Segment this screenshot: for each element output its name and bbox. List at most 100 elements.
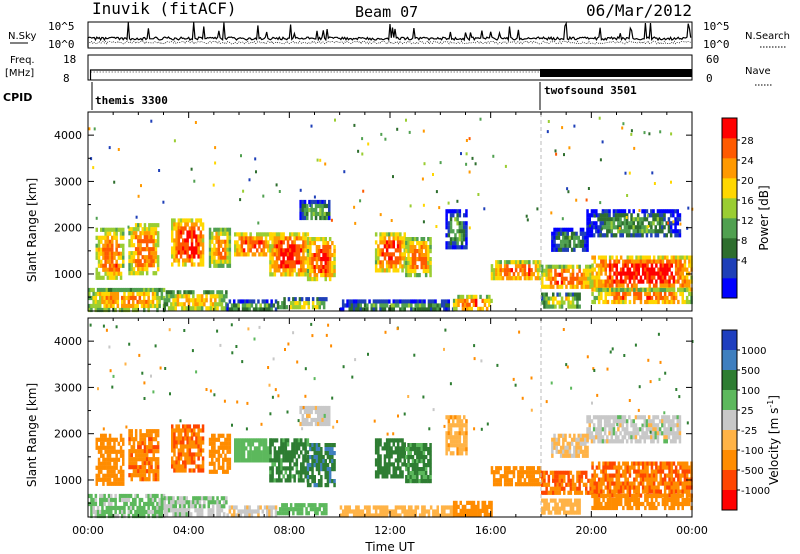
power-echo-cell xyxy=(117,267,121,272)
velocity-echo-cell xyxy=(458,431,462,436)
power-echo-cell xyxy=(385,268,389,273)
power-echo-cell xyxy=(585,276,588,281)
velocity-echo-cell xyxy=(174,504,177,509)
velocity-echo-cell xyxy=(150,429,153,434)
power-echo-cell xyxy=(263,299,267,304)
velocity-echo-cell xyxy=(322,463,325,468)
velocity-echo-cell xyxy=(274,509,278,514)
power-echo-cell xyxy=(617,259,621,264)
velocity-echo-cell xyxy=(103,509,106,515)
power-echo-cell xyxy=(251,244,255,249)
power-echo-cell xyxy=(617,291,621,297)
velocity-echo-cell xyxy=(201,424,205,429)
velocity-echo-cell xyxy=(199,448,203,453)
velocity-echo-cell xyxy=(130,473,133,478)
power-scatter-cell xyxy=(330,218,333,222)
velocity-echo-cell xyxy=(182,444,185,449)
power-echo-cell xyxy=(127,287,131,293)
power-echo-cell xyxy=(374,248,378,253)
velocity-echo-cell xyxy=(319,413,322,419)
power-echo-cell xyxy=(134,247,138,252)
velocity-echo-cell xyxy=(306,413,309,419)
power-echo-cell xyxy=(125,295,128,301)
power-echo-cell xyxy=(322,257,325,262)
velocity-echo-cell xyxy=(222,500,226,505)
velocity-echo-cell xyxy=(530,470,533,475)
power-echo-cell xyxy=(619,217,622,222)
power-echo-cell xyxy=(303,211,307,217)
velocity-echo-cell xyxy=(396,462,400,467)
velocity-echo-cell xyxy=(234,450,237,455)
power-echo-cell xyxy=(171,230,174,235)
power-echo-cell xyxy=(663,233,666,238)
velocity-echo-cell xyxy=(104,445,107,450)
velocity-echo-cell xyxy=(177,432,181,437)
power-echo-cell xyxy=(650,287,654,293)
velocity-echo-cell xyxy=(377,462,380,467)
power-echo-cell xyxy=(685,255,689,260)
power-echo-cell xyxy=(589,280,592,285)
power-echo-cell xyxy=(321,203,324,209)
velocity-echo-cell xyxy=(346,513,349,518)
power-echo-cell xyxy=(569,304,573,309)
velocity-echo-cell xyxy=(258,450,261,455)
power-echo-cell xyxy=(668,267,671,272)
velocity-echo-cell xyxy=(154,477,158,482)
velocity-echo-cell xyxy=(390,462,393,467)
power-echo-cell xyxy=(297,256,301,261)
power-echo-cell xyxy=(240,232,244,237)
velocity-echo-cell xyxy=(308,405,311,411)
power-echo-cell xyxy=(249,244,252,249)
power-echo-cell xyxy=(317,257,321,262)
power-echo-cell xyxy=(304,248,307,253)
velocity-echo-cell xyxy=(134,473,138,478)
power-echo-cell xyxy=(600,287,603,293)
velocity-echo-cell xyxy=(401,442,404,447)
velocity-echo-cell xyxy=(461,504,465,509)
velocity-echo-cell xyxy=(549,486,553,491)
power-echo-cell xyxy=(323,211,327,217)
power-echo-cell xyxy=(209,298,213,303)
velocity-echo-cell xyxy=(242,438,246,443)
power-echo-cell xyxy=(388,264,391,269)
power-echo-cell xyxy=(228,299,232,304)
velocity-echo-cell xyxy=(189,512,193,517)
power-echo-cell xyxy=(377,260,380,265)
power-echo-cell xyxy=(374,307,378,312)
velocity-echo-cell xyxy=(197,468,200,473)
velocity-echo-cell xyxy=(483,508,487,513)
power-echo-cell xyxy=(121,287,124,293)
velocity-echo-cell xyxy=(379,458,382,463)
power-echo-cell xyxy=(608,209,611,214)
power-echo-cell xyxy=(163,302,166,307)
power-echo-cell xyxy=(458,225,462,230)
power-echo-cell xyxy=(184,258,187,263)
power-echo-cell xyxy=(117,263,121,268)
velocity-echo-cell xyxy=(300,462,303,467)
power-echo-cell xyxy=(301,203,305,209)
power-echo-cell xyxy=(405,265,408,270)
velocity-echo-cell xyxy=(377,505,380,510)
velocity-echo-cell xyxy=(119,433,123,438)
velocity-echo-cell xyxy=(539,466,542,471)
power-echo-cell xyxy=(573,243,576,248)
power-echo-cell xyxy=(233,299,236,304)
power-echo-cell xyxy=(636,217,640,222)
velocity-echo-cell xyxy=(552,478,555,483)
power-echo-cell xyxy=(190,242,194,247)
power-echo-cell xyxy=(586,221,589,226)
power-echo-cell xyxy=(271,236,274,241)
power-echo-cell xyxy=(681,263,684,268)
velocity-echo-cell xyxy=(379,438,382,443)
velocity-echo-cell xyxy=(528,466,531,471)
power-echo-cell xyxy=(138,287,142,293)
velocity-echo-cell xyxy=(219,441,223,446)
power-scatter-cell xyxy=(471,156,474,160)
velocity-echo-cell xyxy=(177,440,181,445)
power-echo-cell xyxy=(278,305,282,310)
power-echo-cell xyxy=(325,211,329,217)
velocity-echo-cell xyxy=(99,493,102,499)
power-echo-cell xyxy=(100,235,103,240)
power-echo-cell xyxy=(485,306,489,311)
